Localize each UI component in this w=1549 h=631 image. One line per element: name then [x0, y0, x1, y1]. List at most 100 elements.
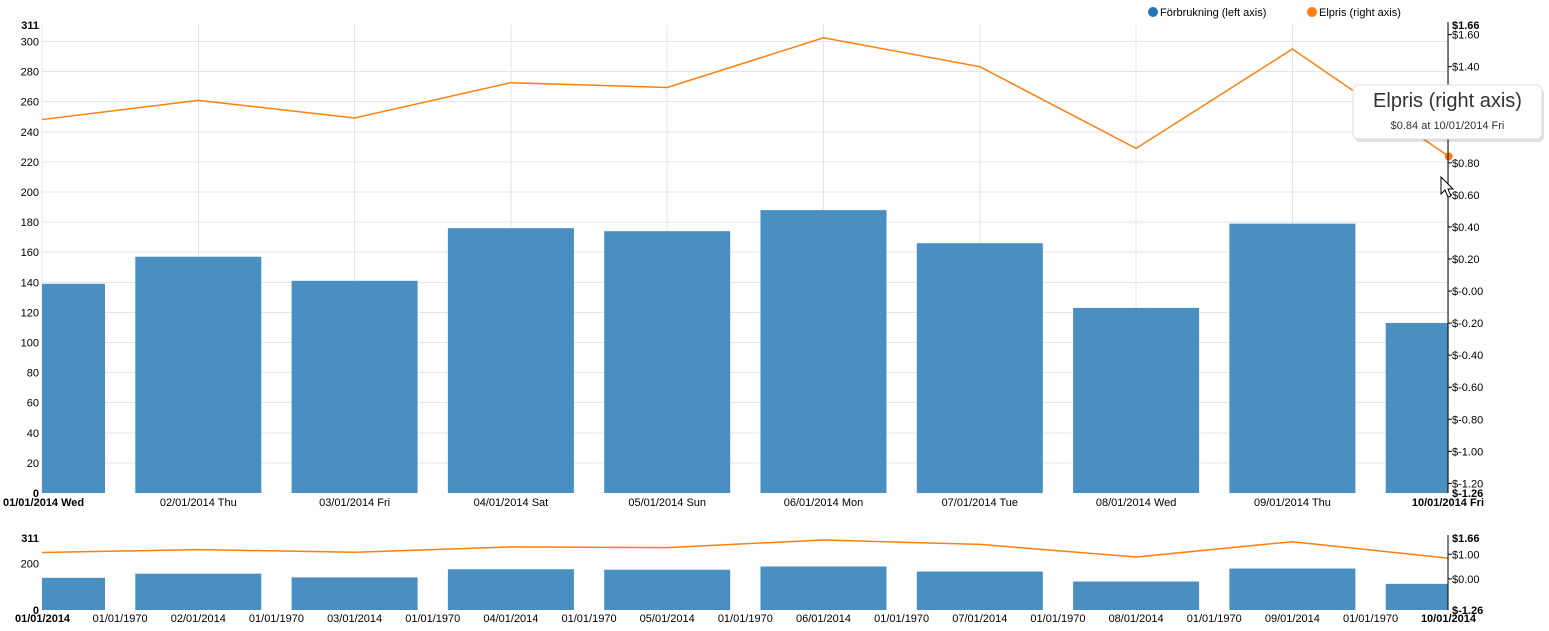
- right-axis-max-label: $1.66: [1452, 20, 1480, 32]
- focus-line: [41, 37, 1453, 161]
- right-axis-tick: $-0.60: [1452, 382, 1483, 394]
- bar-6: [916, 243, 1043, 493]
- context-bar-9: [1385, 583, 1448, 610]
- left-axis-tick: 120: [21, 307, 39, 319]
- bar-5: [760, 210, 887, 493]
- left-axis-tick: 60: [27, 398, 39, 410]
- right-axis-tick: $1.40: [1452, 62, 1480, 74]
- context-bar-0: [42, 577, 105, 610]
- bar-3: [447, 228, 574, 493]
- x-axis-tick: 02/01/2014 Thu: [160, 497, 237, 509]
- context-right-tick: $0.00: [1452, 574, 1480, 586]
- context-left-min-label: 0: [33, 605, 39, 617]
- context-x-tick: 09/01/2014: [1265, 613, 1320, 625]
- context-series-line: [41, 539, 1449, 559]
- bar-1: [135, 256, 262, 493]
- x-axis-tick: 05/01/2014 Sun: [628, 497, 706, 509]
- bar-0: [42, 283, 105, 493]
- left-axis-tick: 280: [21, 67, 39, 79]
- context-bar-4: [604, 569, 731, 610]
- x-axis-tick: 04/01/2014 Sat: [474, 497, 549, 509]
- focus-bars: [42, 210, 1448, 493]
- left-axis-tick: 100: [21, 338, 39, 350]
- right-axis-tick: $0.40: [1452, 222, 1480, 234]
- legend-marker-0: [1148, 7, 1158, 17]
- left-axis-tick: 20: [27, 458, 39, 470]
- bar-9: [1385, 322, 1448, 493]
- context-x-tick: 01/01/1970: [1030, 613, 1085, 625]
- context-x-tick: 07/01/2014: [952, 613, 1007, 625]
- right-axis-tick: $0.80: [1452, 158, 1480, 170]
- right-axis-tick: $-0.80: [1452, 414, 1483, 426]
- left-axis-tick: 180: [21, 217, 39, 229]
- right-axis-tick: $-0.00: [1452, 286, 1483, 298]
- context-x-tick: 08/01/2014: [1109, 613, 1164, 625]
- legend: Förbrukning (left axis) Elpris (right axi…: [1148, 7, 1401, 19]
- context-x-edge-label: 01/01/2014: [15, 613, 71, 625]
- left-axis-tick: 140: [21, 277, 39, 289]
- bar-4: [604, 231, 731, 493]
- context-x-tick: 02/01/2014: [171, 613, 226, 625]
- context-bar-3: [447, 569, 574, 610]
- context-bar-7: [1073, 581, 1200, 610]
- left-axis-tick: 260: [21, 97, 39, 109]
- context-line: [41, 539, 1449, 559]
- context-x-tick: 01/01/1970: [718, 613, 773, 625]
- x-axis-edge-label: 10/01/2014 Fri: [1412, 497, 1484, 509]
- context-bar-8: [1229, 568, 1356, 610]
- mouse-cursor-icon: [1440, 175, 1455, 198]
- context-x-tick: 01/01/1970: [562, 613, 617, 625]
- tooltip: Elpris (right axis) $0.84 at 10/01/2014 F…: [1352, 84, 1544, 142]
- context-x-tick: 01/01/1970: [1343, 613, 1398, 625]
- right-axis-tick: $-1.20: [1452, 478, 1483, 490]
- context-x-tick: 01/01/1970: [874, 613, 929, 625]
- left-axis-tick: 240: [21, 127, 39, 139]
- right-axis-tick: $1.60: [1452, 30, 1480, 42]
- x-axis-tick: 03/01/2014 Fri: [319, 497, 390, 509]
- tooltip-title: Elpris (right axis): [1373, 90, 1522, 112]
- context-x-tick: 05/01/2014: [640, 613, 695, 625]
- context-left-tick: 200: [21, 559, 39, 571]
- left-axis-min-label: 0: [33, 488, 39, 500]
- context-bar-1: [135, 573, 262, 610]
- context-left-max-label: 311: [21, 533, 39, 545]
- bar-7: [1073, 307, 1200, 493]
- context-x-tick: 01/01/1970: [405, 613, 460, 625]
- right-axis-tick: $-1.00: [1452, 446, 1483, 458]
- tooltip-box: [1352, 84, 1543, 140]
- series-line-elpris: [41, 37, 1450, 158]
- highlighted-point: [1444, 152, 1453, 161]
- right-axis-tick: $-0.20: [1452, 318, 1483, 330]
- legend-marker-1: [1307, 7, 1317, 17]
- context-x-tick: 03/01/2014: [327, 613, 382, 625]
- context-x-tick: 01/01/1970: [93, 613, 148, 625]
- left-axis-tick: 220: [21, 157, 39, 169]
- context-x-tick: 04/01/2014: [483, 613, 538, 625]
- legend-label-0: Förbrukning (left axis): [1160, 7, 1266, 19]
- left-axis-tick: 40: [27, 428, 39, 440]
- left-axis-tick: 80: [27, 368, 39, 380]
- right-axis-min-label: $-1.26: [1452, 488, 1483, 500]
- context-axes: 311 200 0 $1.66 $0.00 $1.00 $-1.26 01/01/2014 01…: [15, 533, 1483, 625]
- x-axis-tick: 08/01/2014 Wed: [1096, 497, 1177, 509]
- context-bar-5: [760, 566, 887, 610]
- context-right-min-label: $-1.26: [1452, 605, 1483, 617]
- left-axis-max-label: 311: [21, 20, 39, 32]
- tooltip-body: $0.84 at 10/01/2014 Fri: [1391, 120, 1505, 132]
- x-axis-tick: 07/01/2014 Tue: [942, 497, 1018, 509]
- context-x-tick: 06/01/2014: [796, 613, 851, 625]
- context-x-edge-label: 10/01/2014: [1421, 613, 1477, 625]
- bar-2: [291, 280, 418, 493]
- bar-8: [1229, 223, 1356, 493]
- right-axis-tick: $0.20: [1452, 254, 1480, 266]
- x-axis-tick: 06/01/2014 Mon: [784, 497, 864, 509]
- left-axis-tick: 160: [21, 247, 39, 259]
- context-x-tick: 01/01/1970: [1187, 613, 1242, 625]
- context-x-tick: 01/01/1970: [249, 613, 304, 625]
- context-bar-6: [916, 571, 1043, 610]
- right-axis-tick: $-0.40: [1452, 350, 1483, 362]
- x-axis-tick: 09/01/2014 Thu: [1254, 497, 1331, 509]
- left-axis-tick: 300: [21, 37, 39, 49]
